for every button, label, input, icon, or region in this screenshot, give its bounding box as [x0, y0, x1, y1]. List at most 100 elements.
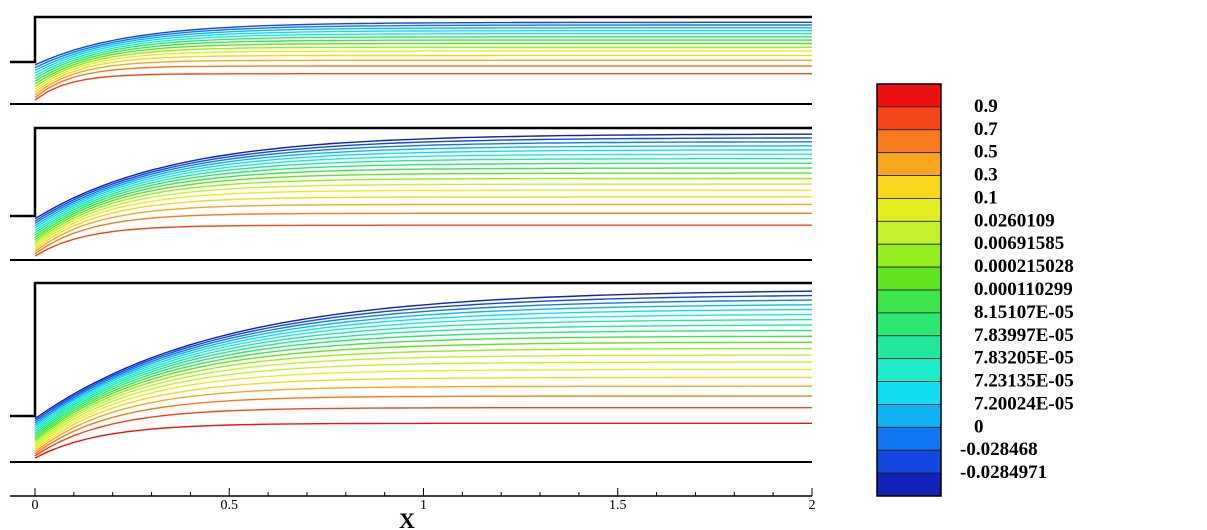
contour-line	[34, 422, 812, 459]
contour-line	[34, 385, 812, 453]
contour-line	[34, 395, 812, 455]
colorbar-swatch	[876, 335, 942, 360]
x-axis-label: X	[399, 508, 415, 530]
colorbar-swatch	[876, 289, 942, 314]
colorbar-swatch	[876, 472, 942, 497]
contour-line	[34, 189, 812, 248]
contour-line	[34, 376, 812, 451]
contour-line	[34, 313, 813, 430]
contour-line	[34, 46, 812, 88]
contour-line	[34, 172, 812, 241]
contour-line	[34, 149, 813, 229]
x-tick-label: 1.5	[609, 498, 627, 513]
contour-line	[34, 177, 812, 243]
colorbar-swatch	[876, 152, 942, 176]
colorbar-swatch	[876, 381, 942, 405]
contour-line	[34, 36, 812, 80]
upper-wall-with-step	[10, 126, 812, 218]
x-axis: 0 0.5 1 1.5 2	[10, 488, 816, 513]
colorbar-label: 0.000215028	[974, 256, 1074, 277]
contour-line	[34, 145, 812, 227]
contour-line	[34, 304, 813, 426]
contour-panels	[10, 15, 813, 463]
colorbar-label: 0.0260109	[974, 210, 1055, 231]
colorbar-label: 0.000110299	[974, 279, 1073, 300]
contour-line	[34, 137, 813, 222]
colorbar-label: 7.20024E-05	[974, 393, 1074, 414]
contour-line	[34, 196, 812, 250]
colorbar-swatch	[876, 358, 942, 382]
contour-line	[34, 73, 812, 101]
colorbar-legend: 0.90.70.50.30.10.02601090.006915850.0002…	[876, 83, 1074, 497]
colorbar-swatch	[876, 106, 942, 131]
contour-line	[34, 153, 812, 231]
contour-line	[34, 299, 813, 424]
contour-line	[34, 290, 813, 420]
colorbar-label: 7.83205E-05	[974, 348, 1074, 369]
contour-line	[34, 42, 812, 85]
contour-line	[34, 407, 812, 457]
contour-line	[34, 354, 812, 445]
contour-line	[34, 335, 812, 438]
colorbar-swatch	[876, 175, 942, 199]
colorbar-label: 8.15107E-05	[974, 302, 1074, 323]
colorbar-swatch	[876, 243, 942, 268]
upper-wall-with-step	[10, 15, 812, 64]
colorbar-label: 0.1	[974, 187, 998, 208]
contour-panel-1	[10, 15, 812, 105]
colorbar-swatch	[876, 266, 942, 291]
colorbar-swatch	[876, 83, 942, 108]
contour-line	[34, 59, 812, 96]
x-tick-label: 0	[32, 498, 39, 513]
contour-panel-2	[10, 126, 813, 261]
contour-line	[34, 54, 812, 93]
upper-wall-with-step	[10, 281, 812, 418]
contour-line	[34, 24, 812, 69]
contour-line	[34, 141, 812, 224]
contour-line	[34, 183, 812, 245]
colorbar-label: 7.23135E-05	[974, 371, 1074, 392]
contour-line	[34, 30, 812, 74]
colorbar-label: -0.028468	[960, 439, 1038, 460]
contour-line	[34, 324, 813, 434]
colorbar-label: -0.0284971	[960, 462, 1047, 483]
contour-line	[34, 319, 812, 432]
contour-line	[34, 65, 812, 98]
contour-line	[34, 162, 812, 236]
contour-line	[34, 133, 812, 220]
colorbar-swatch	[876, 129, 942, 154]
x-tick-label: 1	[420, 498, 427, 513]
x-tick-label: 2	[809, 498, 816, 513]
contour-line	[34, 308, 813, 428]
contour-line	[34, 212, 812, 255]
contour-line	[34, 294, 813, 422]
colorbar-label: 0.5	[974, 142, 998, 163]
colorbar-swatch	[876, 312, 942, 337]
colorbar-swatch	[876, 426, 942, 451]
contour-line	[34, 21, 812, 66]
contour-line	[34, 368, 812, 449]
contour-line	[34, 158, 812, 234]
colorbar-swatch	[876, 449, 942, 474]
contour-line	[34, 361, 812, 447]
contour-line	[34, 224, 812, 257]
contour-line	[34, 33, 812, 77]
colorbar-frame	[876, 83, 942, 497]
colorbar-label: 0.3	[974, 165, 998, 186]
contour-line	[34, 39, 812, 82]
colorbar-label: 7.83997E-05	[974, 325, 1074, 346]
colorbar-swatch	[876, 198, 942, 222]
colorbar-swatch	[876, 404, 942, 428]
colorbar-swatch	[876, 220, 942, 245]
colorbar-label: 0.9	[974, 96, 998, 117]
colorbar-label: 0.00691585	[974, 233, 1064, 254]
contour-line	[34, 203, 812, 252]
x-tick-label: 0.5	[221, 498, 239, 513]
contour-line	[34, 341, 812, 440]
colorbar-label: 0.7	[974, 119, 998, 140]
contour-line	[34, 167, 812, 238]
contour-line	[34, 50, 812, 90]
contour-line	[34, 27, 812, 71]
contour-line	[34, 347, 813, 442]
